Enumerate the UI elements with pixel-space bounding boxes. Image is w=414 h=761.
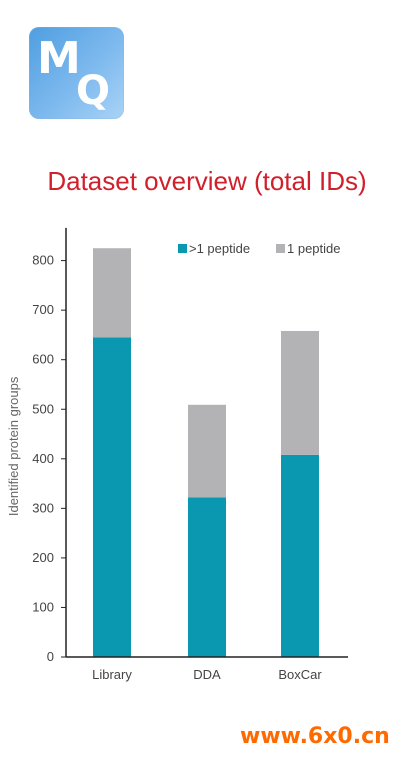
y-tick-label: 700 — [32, 302, 54, 317]
bar-library-series-2 — [93, 248, 131, 338]
y-tick-label: 100 — [32, 599, 54, 614]
y-axis-label: Identified protein groups — [6, 376, 21, 516]
legend-swatch-2 — [276, 244, 285, 253]
y-tick-label: 300 — [32, 500, 54, 515]
logo-letter-m: M — [37, 33, 81, 84]
x-tick-label: BoxCar — [278, 667, 322, 682]
mq-logo: M Q — [29, 27, 124, 119]
stacked-bar-chart: Library DDA BoxCar 0 100 200 300 400 500 600 700 80… — [6, 227, 348, 682]
legend-label-1: >1 peptide — [189, 241, 250, 256]
bar-dda-series-1 — [188, 497, 226, 657]
y-tick-label: 0 — [47, 649, 54, 664]
y-tick-label: 200 — [32, 550, 54, 565]
bar-boxcar-series-2 — [281, 330, 319, 455]
y-tick-label: 800 — [32, 253, 54, 268]
legend-label-2: 1 peptide — [287, 241, 341, 256]
bar-boxcar-series-1 — [281, 454, 319, 657]
y-tick-label: 600 — [32, 352, 54, 367]
chart-title: Dataset overview (total IDs) — [47, 166, 367, 196]
x-tick-label: DDA — [193, 667, 221, 682]
y-tick-label: 400 — [32, 451, 54, 466]
bar-library-series-1 — [93, 337, 131, 657]
legend-swatch-1 — [178, 244, 187, 253]
x-tick-label: Library — [92, 667, 132, 682]
watermark: www.6x0.cn — [240, 724, 390, 749]
logo-letter-q: Q — [76, 68, 111, 114]
bar-dda-series-2 — [188, 404, 226, 498]
y-tick-label: 500 — [32, 401, 54, 416]
